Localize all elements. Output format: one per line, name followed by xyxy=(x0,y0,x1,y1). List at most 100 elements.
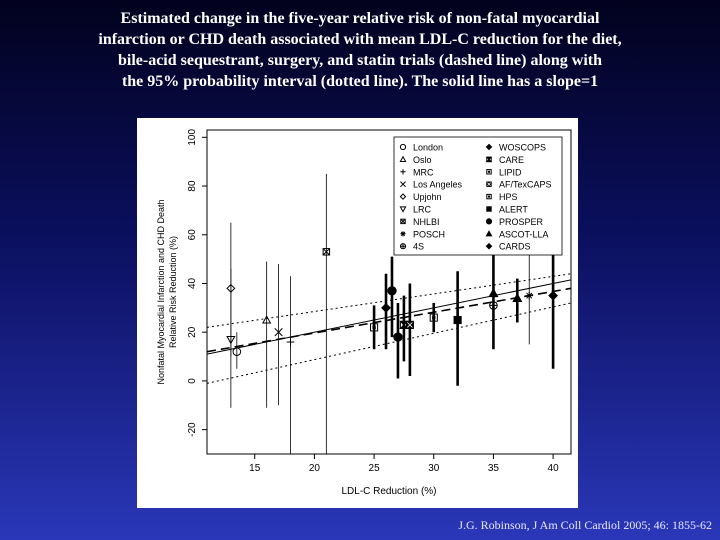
y-axis-label: Nonfatal Myocardial Infarction and CHD D… xyxy=(156,199,166,384)
legend-item-oslo-label: Oslo xyxy=(413,155,432,165)
dotted-lower-line xyxy=(207,302,571,384)
point-mrc-shape xyxy=(286,338,295,346)
title-line: Estimated change in the five-year relati… xyxy=(120,10,600,27)
y-tick-label: 40 xyxy=(187,277,198,289)
point-unlabeled-19 xyxy=(512,292,523,302)
point-hps-shape xyxy=(429,313,438,322)
point-posch-shape xyxy=(525,291,534,300)
legend-item-4s-label: 4S xyxy=(413,242,424,252)
legend-item-hps-marker-shape xyxy=(486,193,492,200)
point-cards xyxy=(548,290,559,301)
y-tick-label: 0 xyxy=(187,378,198,384)
legend-item-nhlbi-marker xyxy=(400,218,406,225)
x-tick-label: 25 xyxy=(369,463,381,474)
legend-item-hps-label: HPS xyxy=(499,192,518,202)
legend-item-af-texcaps-marker-shape xyxy=(487,182,491,187)
legend-item-mrc-label: MRC xyxy=(413,167,434,177)
point-hps xyxy=(429,313,438,322)
legend-item-woscops-label: WOSCOPS xyxy=(499,143,546,153)
legend: London Oslo MRC Los Angeles Upjohn LRC NHLBI PO… xyxy=(393,136,563,256)
x-axis-label: LDL-C Reduction (%) xyxy=(341,486,436,497)
legend-item-lipid-marker-shape xyxy=(486,169,492,175)
legend-item-los-angeles-marker xyxy=(400,181,406,188)
legend-item-care-marker-shape xyxy=(485,156,493,163)
y-axis-label: Relative Risk Reduction (%) xyxy=(168,236,178,348)
legend-item-nhlbi-label: NHLBI xyxy=(413,217,440,227)
point-nhlbi xyxy=(322,248,331,256)
point-lrc-shape xyxy=(226,335,236,345)
point-prosper-shape xyxy=(393,332,403,342)
point-woscops-shape xyxy=(381,302,391,313)
point-london xyxy=(232,347,242,356)
legend-item-af-texcaps-label: AF/TexCAPS xyxy=(499,180,552,190)
point-posch xyxy=(525,291,534,300)
legend-item-cards-marker xyxy=(485,242,493,250)
legend-item-4s-marker-shape xyxy=(400,243,406,249)
legend-item-lrc-marker-shape xyxy=(399,206,407,213)
point-unlabeled-18 xyxy=(387,286,397,296)
point-alert xyxy=(453,315,462,325)
y-tick-label: 100 xyxy=(187,129,198,146)
y-tick-label: 20 xyxy=(187,326,198,338)
point-oslo xyxy=(262,315,272,324)
x-tick-label: 30 xyxy=(428,463,440,474)
legend-item-prosper-marker-shape xyxy=(485,218,493,225)
slide-title: Estimated change in the five-year relati… xyxy=(10,8,710,92)
title-line: infarction or CHD death associated with … xyxy=(98,31,622,48)
legend-item-alert-label: ALERT xyxy=(499,205,528,215)
legend-item-upjohn-marker xyxy=(399,193,407,200)
point-care-shape xyxy=(399,320,409,329)
dashed-line xyxy=(207,287,571,353)
legend-item-posch-label: POSCH xyxy=(413,229,445,239)
legend-item-london-marker-shape xyxy=(399,143,407,151)
legend-item-ascot-lla-label: ASCOT-LLA xyxy=(499,229,549,239)
y-tick-label: 80 xyxy=(187,180,198,192)
legend-item-care-marker xyxy=(485,156,493,163)
legend-item-lrc-marker xyxy=(399,206,407,213)
title-line: the 95% probability interval (dotted lin… xyxy=(121,73,599,90)
plot-area xyxy=(207,173,571,454)
point-af-texcaps-shape xyxy=(407,322,413,328)
point-los-angeles xyxy=(274,328,283,337)
legend-item-posch-marker-shape xyxy=(400,231,406,237)
point-prosper xyxy=(393,332,403,342)
y-tick-label: -20 xyxy=(187,422,198,437)
legend-item-4s-marker xyxy=(399,243,407,250)
legend-item-hps-marker-shape xyxy=(487,195,491,198)
scatter-chart: 15 20 25 30 35 40 -20 0 20 40 60 80 100 LDL-C Reducti… xyxy=(156,129,572,497)
plot-frame xyxy=(206,129,572,455)
legend-item-care-label: CARE xyxy=(499,155,524,165)
x-tick-label: 35 xyxy=(488,463,500,474)
point-ascot-lla-shape xyxy=(488,287,499,298)
point-unlabeled-18-shape xyxy=(387,286,397,296)
legend-item-woscops-marker xyxy=(485,143,493,151)
chart-panel: 15 20 25 30 35 40 -20 0 20 40 60 80 100 LDL-C Reducti… xyxy=(137,118,578,508)
legend-item-lipid-label: LIPID xyxy=(499,167,522,177)
legend-item-london-label: London xyxy=(413,143,443,153)
point-af-texcaps xyxy=(405,320,414,329)
legend-item-cards-label: CARDS xyxy=(499,242,531,252)
y-tick-label: 60 xyxy=(187,229,198,241)
legend-item-lipid-marker-shape xyxy=(487,170,491,173)
point-mrc xyxy=(286,338,295,346)
legend-box xyxy=(393,136,563,256)
legend-item-ascot-lla-marker-shape xyxy=(485,230,493,237)
point-nhlbi-shape xyxy=(322,248,330,256)
point-cards-shape xyxy=(548,290,559,301)
legend-item-mrc-marker-shape xyxy=(400,169,406,175)
legend-item-upjohn-label: Upjohn xyxy=(413,192,442,202)
title-line: bile-acid sequestrant, surgery, and stat… xyxy=(117,52,603,69)
point-lipid xyxy=(370,323,379,332)
legend-item-oslo-marker xyxy=(399,155,407,162)
legend-item-upjohn-marker-shape xyxy=(399,193,407,200)
legend-item-mrc-marker xyxy=(400,169,406,175)
legend-item-lrc-label: LRC xyxy=(413,205,432,215)
legend-item-alert-marker-shape xyxy=(486,206,492,212)
x-tick-label: 40 xyxy=(548,463,560,474)
point-los-angeles-shape xyxy=(274,328,283,337)
legend-item-hps-marker xyxy=(486,193,492,200)
point-oslo-shape xyxy=(262,315,272,324)
citation: J.G. Robinson, J Am Coll Cardiol 2005; 4… xyxy=(458,518,712,532)
legend-item-oslo-marker-shape xyxy=(399,155,407,162)
legend-item-lipid-marker xyxy=(486,169,492,175)
